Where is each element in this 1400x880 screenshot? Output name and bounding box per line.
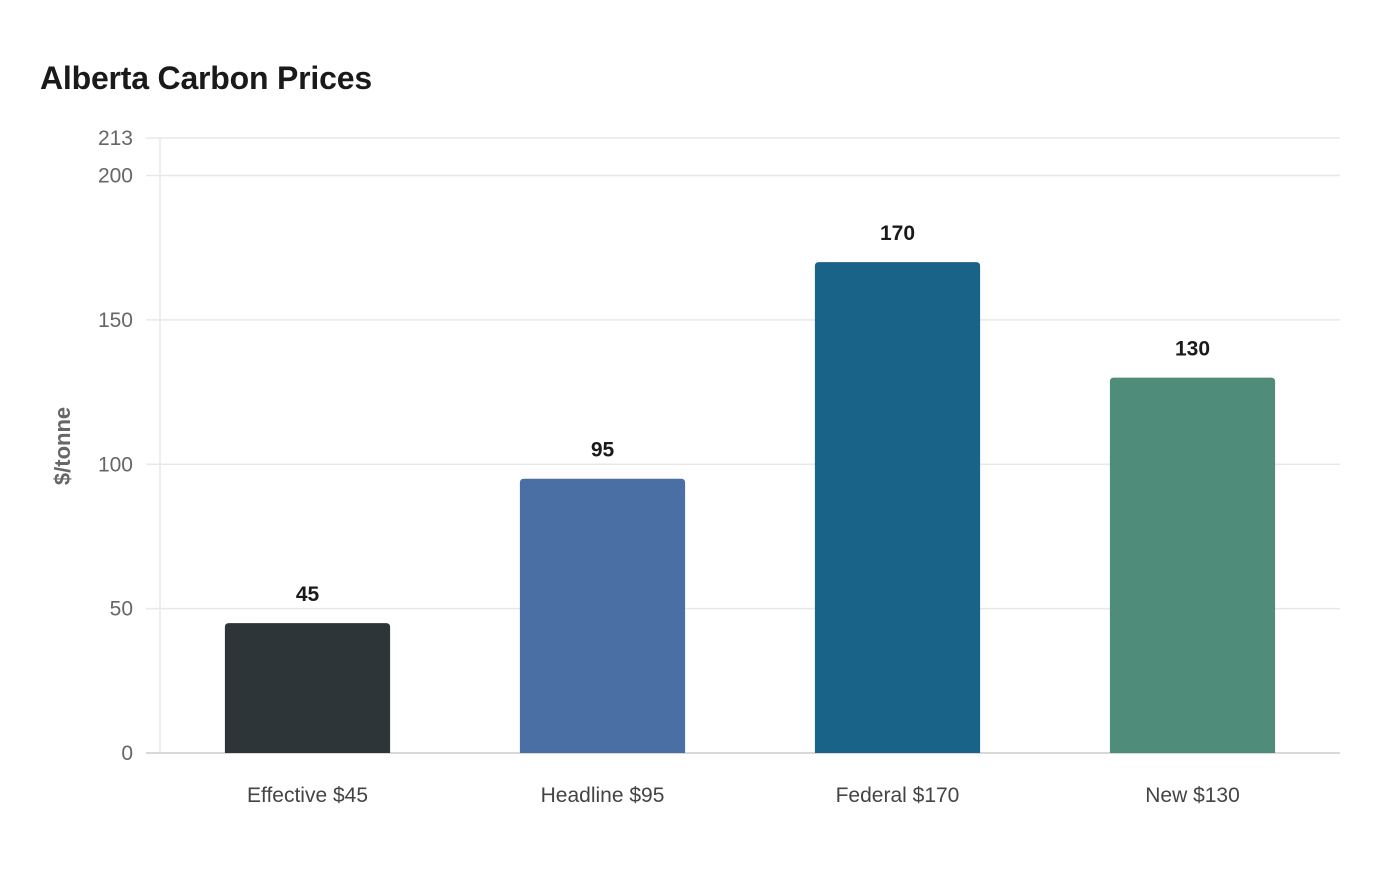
y-tick-label: 213 <box>98 127 133 150</box>
bars <box>224 262 1276 753</box>
data-label: 95 <box>591 439 615 462</box>
y-tick-label: 150 <box>98 309 133 332</box>
bar <box>814 262 981 753</box>
bar <box>1109 377 1276 753</box>
bar <box>519 478 686 753</box>
chart-title: Alberta Carbon Prices <box>40 60 372 96</box>
x-tick-label: Headline $95 <box>541 784 665 807</box>
y-tick-label: 200 <box>98 165 133 188</box>
data-label: 130 <box>1175 338 1210 361</box>
x-tick-label: Effective $45 <box>247 784 368 807</box>
value-labels: 45 95 170 130 <box>296 222 1210 606</box>
category-labels: Effective $45 Headline $95 Federal $170 New… <box>247 784 1240 807</box>
y-tick-label: 50 <box>110 598 133 621</box>
data-label: 45 <box>296 583 320 606</box>
data-label: 170 <box>880 222 915 245</box>
x-tick-label: New $130 <box>1145 784 1240 807</box>
y-axis-title: $/tonne <box>50 407 75 485</box>
y-tick-labels: 0 50 100 150 200 213 <box>98 127 133 765</box>
y-tick-label: 100 <box>98 453 133 476</box>
y-tick-label: 0 <box>121 742 133 765</box>
bar <box>224 623 391 753</box>
x-tick-label: Federal $170 <box>836 784 960 807</box>
